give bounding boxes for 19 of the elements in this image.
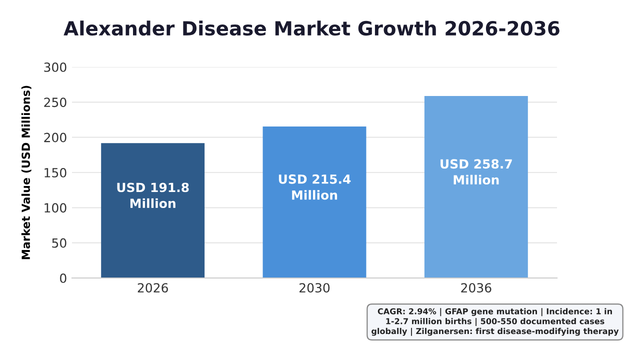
y-axis-title: Market Value (USD Millions)	[21, 86, 32, 260]
x-tick-label: 2030	[300, 283, 330, 293]
x-tick-label: 2036	[461, 283, 492, 293]
y-tick-label: 250	[44, 98, 66, 108]
y-tick-label: 0	[60, 273, 66, 283]
y-tick-label: 50	[52, 238, 66, 248]
y-tick-label: 100	[44, 203, 66, 213]
chart-title: Alexander Disease Market Growth 2026-2036	[64, 20, 560, 36]
y-tick-label: 200	[44, 132, 66, 142]
data-label: USD 215.4 Million	[278, 174, 351, 200]
data-label: USD 258.7 Million	[440, 159, 512, 185]
bar	[262, 126, 366, 278]
y-tick-label: 150	[44, 168, 66, 178]
bar	[424, 96, 528, 278]
data-label: USD 191.8 Million	[117, 182, 189, 208]
x-tick-label: 2026	[138, 283, 168, 293]
bar	[101, 143, 205, 278]
y-tick-label: 300	[44, 62, 66, 72]
text: CAGR: 2.94% | GFAP gene mutation | Incidence: 1 in 1-2.7 million births | 500-550 documented cases globally | Zilganersen: first disease-modifying therapy	[372, 308, 619, 336]
